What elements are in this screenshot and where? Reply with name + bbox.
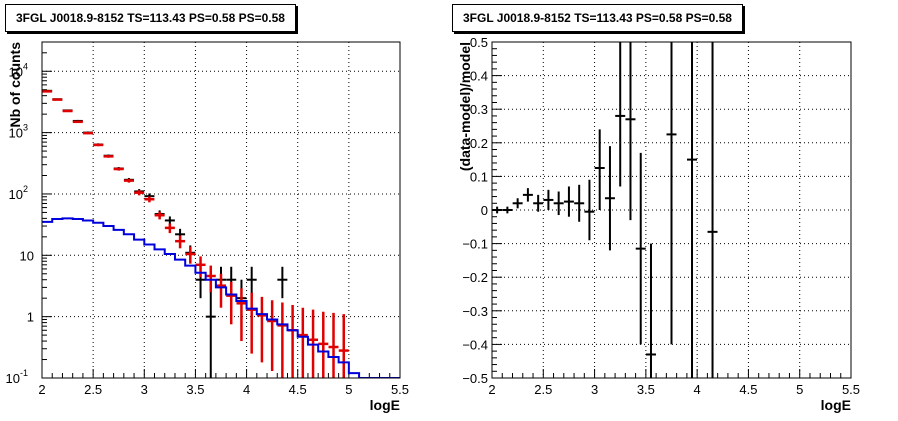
data-point (236, 288, 247, 342)
y-tick-label: 10 (20, 248, 34, 263)
x-tick-label: 4 (694, 382, 701, 397)
data-point (42, 90, 53, 93)
data-point (164, 223, 175, 234)
data-point (543, 189, 554, 210)
x-tick-label: 3 (141, 382, 148, 397)
residuals-panel: 2 2.5 3 3.5 4 4.5 5 5.5 −0.5 −0.4 −0.3 −0.2 −0.1 0 0.1… (457, 35, 860, 413)
data-point (512, 198, 523, 209)
plot-frame (41, 41, 401, 379)
y-tick-label: −0.1 (462, 237, 488, 252)
data-point (574, 184, 585, 222)
data-point (93, 143, 104, 147)
data-point (707, 42, 718, 378)
x-tick-label: 2 (38, 382, 45, 397)
data-point (645, 243, 656, 378)
left-plot-title: 3FGL J0018.9-8152 TS=113.43 PS=0.58 PS=0… (5, 4, 296, 32)
data-point (635, 152, 646, 345)
x-tick-label: 4.5 (289, 382, 307, 397)
y-tick-label: 102 (9, 184, 28, 202)
x-tick-label: 2.5 (84, 382, 102, 397)
x-axis-title: logE (370, 397, 400, 413)
x-tick-label: 4 (243, 382, 250, 397)
data-point (134, 190, 145, 196)
data-point (625, 42, 636, 221)
data-point (185, 246, 196, 264)
data-point (328, 312, 339, 378)
x-tick-label: 3.5 (186, 382, 204, 397)
data-point (615, 42, 626, 187)
data-point (584, 179, 595, 241)
y-tick-label: −0.4 (462, 337, 488, 352)
data-point (338, 314, 349, 378)
data-point (533, 194, 544, 212)
data-point (175, 235, 186, 249)
data-point (492, 206, 503, 214)
data-point (687, 42, 698, 378)
y-tick-label: 0.5 (470, 35, 488, 50)
x-tick-label: 5 (345, 382, 352, 397)
data-point (246, 292, 257, 354)
y-tick-label: 104 (9, 61, 28, 79)
y-tick-label: 1 (27, 310, 34, 325)
data-point (62, 109, 73, 113)
y-axis-title: Nb of counts (7, 42, 23, 128)
x-axis-title: logE (821, 397, 851, 413)
y-axis-title: (data-model)/model (457, 42, 473, 171)
y-tick-label: 0.1 (470, 169, 488, 184)
data-point (103, 155, 114, 158)
y-tick-label: 103 (9, 123, 28, 141)
x-tick-label: 5 (796, 382, 803, 397)
data-point (277, 266, 288, 299)
data-point (113, 167, 124, 171)
x-tick-label: 4.5 (739, 382, 757, 397)
data-point (563, 186, 574, 217)
data-point (318, 311, 329, 378)
data-point (277, 302, 288, 378)
data-point (522, 188, 533, 202)
x-tick-label: 2 (488, 382, 495, 397)
model-step-line (42, 217, 400, 378)
x-tick-label: 5.5 (391, 382, 409, 397)
data-point (205, 285, 216, 378)
y-tick-label: −0.3 (462, 304, 488, 319)
right-plot-title: 3FGL J0018.9-8152 TS=113.43 PS=0.58 PS=0… (452, 4, 743, 32)
x-tick-label: 3 (591, 382, 598, 397)
y-tick-label: −0.5 (462, 371, 488, 386)
data-point (83, 131, 94, 135)
y-tick-label: −0.2 (462, 270, 488, 285)
data-point (502, 206, 513, 214)
data-point (267, 300, 278, 372)
data-point (256, 296, 267, 363)
data-point (154, 211, 165, 220)
data-point (594, 129, 605, 210)
counts-spectrum-panel: 2 2.5 3 3.5 4 4.5 5 5.5 10-1 1 10 102 103 104 logE Nb o… (6, 41, 409, 413)
y-tick-label: 0 (481, 203, 488, 218)
data-point (123, 178, 134, 183)
data-point (52, 98, 63, 101)
data-layer (42, 89, 400, 378)
data-point (216, 273, 226, 308)
y-tick-label: 0.3 (470, 102, 488, 117)
x-tick-label: 2.5 (534, 382, 552, 397)
x-tick-label: 3.5 (637, 382, 655, 397)
data-point (604, 146, 615, 251)
data-point (72, 120, 83, 124)
data-point (553, 191, 564, 216)
data-point (297, 307, 308, 378)
plot-area (42, 42, 400, 378)
y-tick-label: 0.4 (470, 69, 488, 84)
x-tick-label: 5.5 (842, 382, 860, 397)
data-point (144, 196, 155, 203)
data-layer (492, 42, 718, 378)
plot-frame (491, 41, 852, 379)
data-point (666, 42, 677, 345)
y-tick-label: 10-1 (6, 368, 28, 386)
data-point (226, 281, 237, 325)
y-tick-label: 0.2 (470, 136, 488, 151)
